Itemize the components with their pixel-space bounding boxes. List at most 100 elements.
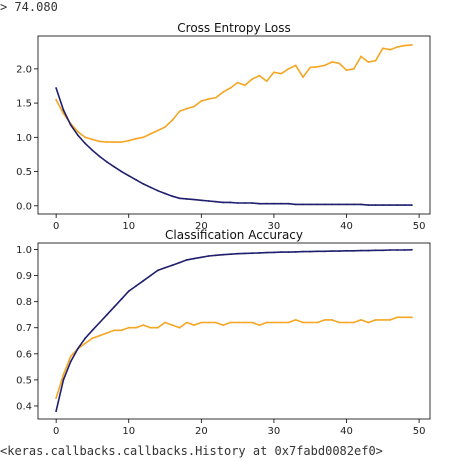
data-point-train	[200, 199, 203, 202]
data-point-test	[171, 324, 174, 326]
data-point-test	[265, 321, 268, 324]
data-point-test	[258, 74, 261, 77]
data-point-train	[345, 203, 348, 206]
data-point-train	[396, 204, 399, 207]
data-point-train	[215, 254, 217, 257]
data-point-train	[98, 155, 101, 158]
data-point-train	[294, 203, 297, 206]
y-tick-label: 0.6	[16, 349, 32, 360]
data-point-test	[381, 47, 384, 50]
data-point-train	[287, 251, 290, 254]
data-point-test	[142, 136, 145, 139]
data-point-test	[265, 80, 268, 83]
data-point-test	[323, 64, 326, 67]
data-point-test	[338, 321, 341, 324]
data-point-train	[55, 87, 57, 89]
data-point-test	[273, 71, 275, 74]
data-point-train	[367, 249, 370, 252]
plot-frame	[37, 242, 431, 420]
data-point-test	[106, 141, 108, 144]
x-tick-label: 40	[340, 221, 353, 232]
data-point-train	[273, 251, 275, 254]
data-point-test	[171, 119, 174, 122]
data-point-train	[185, 259, 188, 261]
data-point-test	[55, 98, 57, 101]
y-tick-label: 0.8	[16, 297, 32, 308]
data-point-train	[316, 250, 319, 253]
data-point-test	[309, 66, 312, 69]
data-point-test	[113, 329, 116, 332]
data-point-train	[84, 142, 87, 145]
data-point-test	[91, 337, 94, 340]
data-point-train	[251, 202, 254, 204]
data-point-test	[178, 326, 181, 329]
chart-title: Cross Entropy Loss	[177, 21, 290, 35]
data-point-test	[62, 373, 65, 376]
data-point-test	[200, 321, 203, 324]
data-point-train	[193, 198, 196, 201]
data-point-test	[280, 72, 283, 75]
data-point-train	[135, 285, 137, 287]
data-point-train	[106, 161, 108, 163]
data-point-test	[106, 332, 108, 334]
data-point-train	[280, 251, 283, 254]
data-point-test	[403, 44, 406, 47]
data-point-test	[352, 68, 355, 70]
data-point-train	[142, 183, 145, 185]
data-point-train	[389, 204, 391, 207]
y-tick-label: 0.0	[16, 201, 32, 212]
data-point-test	[127, 326, 130, 329]
data-point-test	[156, 326, 159, 329]
data-point-train	[127, 290, 130, 293]
data-point-test	[135, 137, 137, 140]
data-point-test	[215, 321, 217, 324]
data-point-test	[185, 107, 188, 110]
data-point-train	[77, 347, 79, 350]
data-point-train	[323, 250, 326, 253]
y-tick-label: 0.7	[16, 323, 32, 334]
data-point-train	[185, 198, 188, 200]
data-point-test	[84, 136, 87, 139]
data-point-test	[302, 321, 304, 324]
data-point-test	[98, 334, 101, 337]
data-point-test	[280, 321, 283, 324]
data-point-train	[84, 337, 87, 340]
data-point-test	[207, 321, 210, 324]
data-point-test	[91, 138, 94, 141]
data-point-test	[98, 140, 101, 143]
series-line-test	[55, 316, 412, 399]
y-tick-label: 0.4	[16, 401, 32, 412]
data-point-train	[222, 253, 225, 256]
data-point-train	[244, 252, 246, 255]
data-point-train	[164, 192, 166, 195]
data-point-train	[200, 256, 203, 259]
data-point-test	[200, 100, 203, 102]
data-point-test	[149, 133, 152, 135]
data-point-test	[215, 96, 217, 99]
data-point-test	[374, 59, 377, 62]
y-tick-label: 0.5	[16, 375, 32, 386]
data-point-train	[120, 298, 123, 300]
data-point-test	[273, 321, 275, 324]
data-point-test	[236, 321, 239, 324]
data-point-test	[316, 321, 319, 324]
data-point-train	[389, 249, 391, 251]
data-point-test	[411, 44, 413, 46]
data-point-train	[142, 279, 145, 282]
data-point-train	[411, 204, 413, 207]
chart-title: Classification Accuracy	[165, 228, 303, 242]
data-point-test	[396, 316, 399, 319]
data-point-train	[251, 252, 254, 255]
data-point-test	[367, 61, 370, 63]
y-tick-label: 0.5	[16, 167, 32, 178]
data-point-train	[229, 253, 232, 256]
data-point-test	[84, 342, 87, 345]
data-point-train	[309, 250, 312, 253]
data-point-test	[120, 329, 123, 332]
data-point-train	[156, 189, 159, 192]
data-point-train	[273, 202, 275, 205]
data-point-train	[367, 204, 370, 207]
data-point-train	[360, 249, 362, 252]
data-point-test	[244, 321, 246, 324]
data-point-test	[244, 84, 246, 87]
